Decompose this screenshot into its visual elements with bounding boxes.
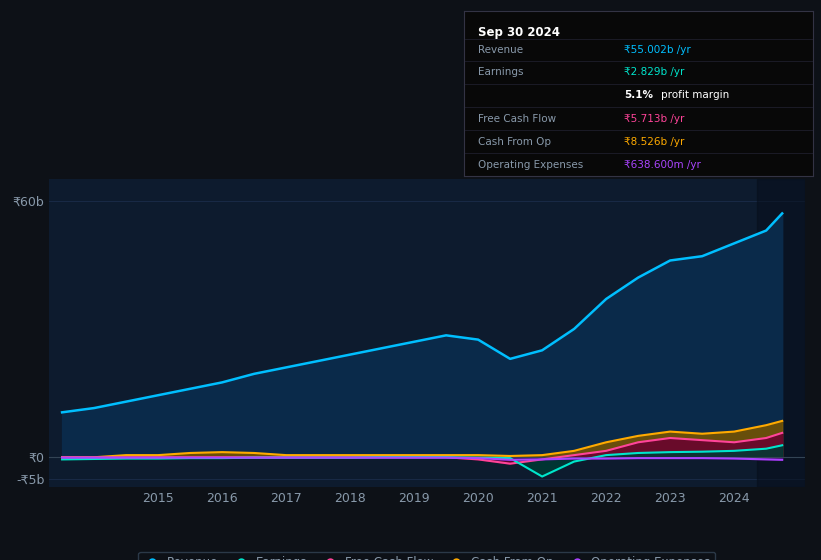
Text: Revenue: Revenue xyxy=(478,45,523,55)
Text: ₹8.526b /yr: ₹8.526b /yr xyxy=(624,137,685,147)
Text: 5.1%: 5.1% xyxy=(624,91,654,100)
Text: ₹638.600m /yr: ₹638.600m /yr xyxy=(624,160,701,170)
Text: Cash From Op: Cash From Op xyxy=(478,137,551,147)
Bar xyxy=(757,179,805,487)
Text: Free Cash Flow: Free Cash Flow xyxy=(478,114,556,124)
Text: Earnings: Earnings xyxy=(478,67,523,77)
Text: ₹5.713b /yr: ₹5.713b /yr xyxy=(624,114,685,124)
Text: ₹2.829b /yr: ₹2.829b /yr xyxy=(624,67,685,77)
Text: Operating Expenses: Operating Expenses xyxy=(478,160,583,170)
Text: profit margin: profit margin xyxy=(661,91,729,100)
Text: Sep 30 2024: Sep 30 2024 xyxy=(478,26,560,39)
Text: ₹55.002b /yr: ₹55.002b /yr xyxy=(624,45,691,55)
Legend: Revenue, Earnings, Free Cash Flow, Cash From Op, Operating Expenses: Revenue, Earnings, Free Cash Flow, Cash … xyxy=(139,552,715,560)
